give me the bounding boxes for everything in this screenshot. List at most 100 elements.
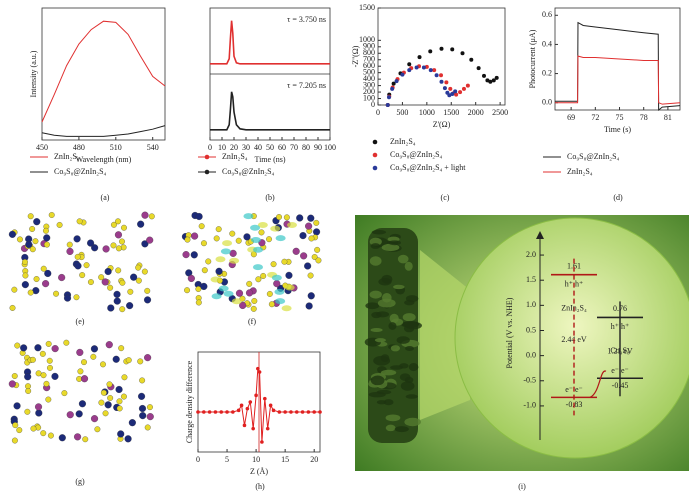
atom [16, 427, 23, 434]
atom [14, 342, 21, 349]
data-point [448, 86, 453, 91]
atom [27, 289, 34, 296]
data-point [444, 80, 449, 85]
x-tick-label: 60 [278, 143, 286, 152]
y-tick-label: 300 [363, 80, 375, 89]
rod-flake [368, 391, 386, 398]
y-axis-label: Charge density difference [185, 360, 194, 443]
y-tick-label: 400 [363, 74, 375, 83]
x-tick-label: 10 [252, 455, 260, 464]
atom [139, 377, 146, 384]
atom [63, 339, 70, 346]
panel-label: (h) [255, 482, 265, 491]
charge-isosurface [284, 284, 295, 291]
x-tick-label: 500 [396, 108, 408, 117]
rod-flake [383, 399, 394, 406]
x-tick-label: 510 [110, 143, 122, 152]
data-point [439, 46, 444, 51]
atom [81, 359, 87, 366]
x-tick-label: 450 [36, 143, 48, 152]
charge-isosurface [281, 305, 292, 312]
panel-label: (f) [248, 317, 256, 326]
atom [76, 218, 83, 225]
atom [101, 278, 109, 286]
atom [58, 434, 66, 442]
atom [144, 424, 151, 431]
atom [58, 273, 66, 282]
atom [141, 268, 148, 275]
atom [205, 258, 212, 265]
atom [33, 218, 41, 226]
atom [43, 380, 50, 387]
atom [148, 213, 155, 220]
rod-flake [370, 327, 383, 333]
atom [292, 247, 300, 255]
atom [144, 354, 152, 362]
atom [124, 435, 132, 443]
atom [63, 294, 72, 302]
atom [138, 392, 146, 400]
atom [90, 345, 98, 353]
atom [12, 422, 19, 429]
x-tick-label: 480 [73, 143, 85, 152]
atom [215, 267, 223, 275]
atom [39, 350, 46, 357]
atom [144, 287, 151, 294]
atom [139, 412, 147, 420]
atom [25, 388, 32, 394]
atom [45, 340, 52, 347]
data-point [245, 406, 250, 411]
atom [8, 230, 16, 238]
charge-isosurface [231, 298, 242, 305]
atom [29, 246, 36, 253]
charge-isosurface [211, 293, 222, 300]
material-label: ZnIn₂S₄ [561, 303, 587, 312]
data-point [207, 410, 212, 414]
x-tick-label: 2000 [468, 108, 484, 117]
data-point [318, 410, 322, 414]
atom [307, 272, 314, 279]
data-point [491, 78, 496, 83]
x-tick-label: 20 [230, 143, 238, 152]
atom [285, 271, 293, 279]
data-line [41, 125, 166, 137]
material-label: Co₉S₈ [610, 346, 630, 355]
atom [308, 235, 315, 242]
atom [87, 239, 95, 247]
data-point [289, 410, 293, 414]
atom [115, 245, 122, 252]
data-point [394, 79, 399, 84]
data-point [428, 68, 433, 73]
y-tick-label: 0.0 [526, 350, 536, 359]
data-point [481, 73, 486, 78]
atom [270, 261, 277, 268]
atom [44, 269, 52, 277]
atom [87, 279, 94, 286]
rod-flake [369, 290, 382, 299]
data-point [450, 47, 455, 52]
atom [80, 375, 89, 383]
atom [22, 272, 29, 279]
atom [229, 249, 237, 257]
data-point [407, 62, 412, 67]
atom [34, 344, 42, 352]
legend-marker [204, 154, 210, 160]
data-point [251, 426, 255, 431]
x-tick-label: 20 [310, 455, 318, 464]
legend-label: Co₉S₈@ZnIn₂S₄ [54, 167, 107, 176]
atom [283, 214, 290, 221]
data-point [265, 426, 270, 431]
panel-label: (e) [76, 317, 85, 326]
atom [22, 259, 28, 265]
charge-isosurface [252, 264, 263, 271]
panel-label: (i) [518, 482, 526, 491]
atom [120, 393, 127, 400]
x-tick-label: 5 [225, 455, 229, 464]
rod-flake [404, 299, 415, 306]
atom [200, 240, 207, 247]
x-tick-label: 15 [281, 455, 289, 464]
atom [126, 302, 134, 310]
rod-flake [402, 320, 420, 328]
atom [83, 262, 90, 269]
rod-flake [378, 278, 392, 286]
